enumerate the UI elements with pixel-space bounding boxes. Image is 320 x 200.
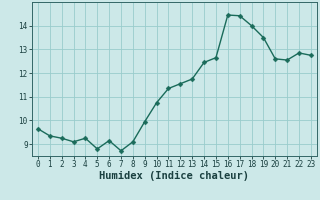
X-axis label: Humidex (Indice chaleur): Humidex (Indice chaleur) [100, 171, 249, 181]
